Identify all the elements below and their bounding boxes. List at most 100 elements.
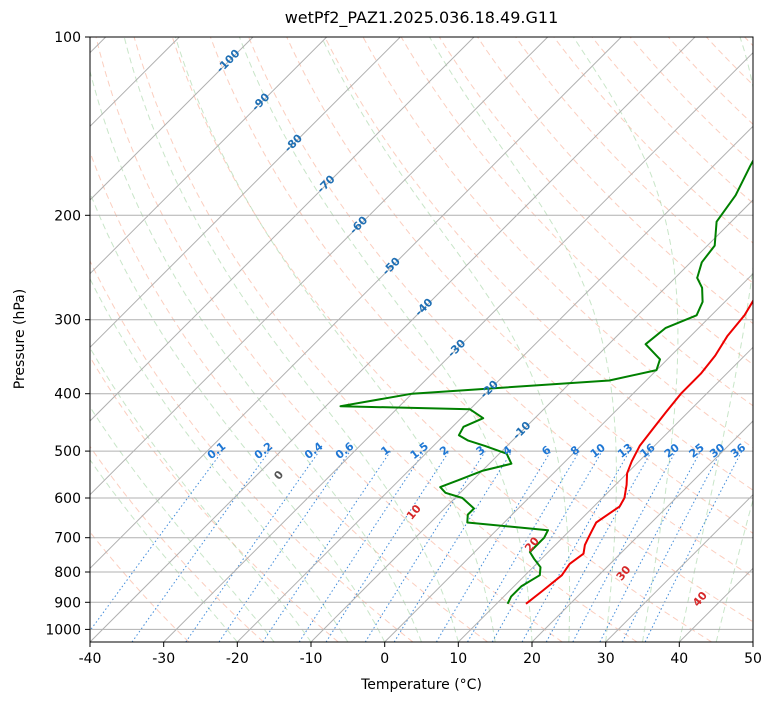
isotherm-gridline: [678, 567, 753, 642]
x-tick-label: 50: [744, 651, 762, 667]
isotherm-gridline: [236, 125, 753, 642]
y-tick-label: 300: [54, 313, 81, 329]
dry-adiabat-label: -90: [249, 90, 272, 113]
chart-title: wetPf2_PAZ1.2025.036.18.49.G11: [284, 8, 559, 27]
mixing-ratio-line: [325, 450, 450, 642]
dry-adiabat-line: [286, 37, 753, 534]
mixing-ratio-label: 25: [687, 441, 707, 461]
moist-adiabat-line: [90, 69, 422, 642]
y-tick-label: 100: [54, 30, 81, 46]
dry-adiabat-line: [95, 37, 563, 642]
mixing-ratio-label: 0.2: [252, 440, 275, 462]
x-tick-label: 30: [597, 651, 615, 667]
mixing-ratio-line: [599, 450, 701, 642]
dry-adiabat-line: [133, 37, 638, 642]
isotherm-gridline: [310, 199, 753, 642]
dry-adiabat-line: [90, 356, 339, 642]
mixing-ratio-label: 13: [615, 441, 635, 461]
mixing-ratio-line: [185, 450, 320, 642]
mixing-ratio-line: [364, 450, 486, 642]
dry-adiabat-line: [171, 37, 712, 642]
y-tick-label: 900: [54, 595, 81, 611]
x-tick-label: -10: [300, 651, 323, 667]
dry-adiabat-line: [209, 37, 753, 623]
moist-adiabat-line: [715, 497, 753, 642]
dry-adiabat-line: [90, 445, 264, 642]
moist-adiabat-line: [752, 640, 753, 642]
isotherm-gridline: [90, 37, 475, 422]
isotherm-gridline: [90, 37, 622, 570]
dry-adiabat-line: [477, 37, 753, 325]
dry-adiabat-label: -60: [347, 213, 370, 236]
dewpoint-profile-line: [339, 158, 753, 605]
isotherm-gridline: [457, 346, 753, 642]
mixing-ratio-label: 0.6: [333, 439, 357, 461]
mixing-ratio-label: 0.4: [302, 439, 326, 461]
dry-adiabat-line: [90, 150, 488, 642]
mixing-ratio-line: [262, 450, 392, 642]
isotherm-gridline: [605, 493, 753, 642]
isotherm-gridline: [90, 37, 549, 496]
mixing-ratio-line: [572, 450, 677, 642]
y-tick-label: 700: [54, 531, 81, 547]
moist-adiabat-line: [238, 37, 533, 642]
moist-adiabat-line: [90, 277, 349, 642]
moist-adiabat-line: [90, 346, 312, 642]
mixing-ratio-line: [545, 450, 653, 642]
isotherm-gridline: [90, 37, 401, 349]
isotherm-gridline: [90, 37, 696, 642]
x-tick-label: 40: [670, 651, 688, 667]
mixing-ratio-line: [393, 450, 513, 642]
y-tick-label: 500: [54, 444, 81, 460]
mixing-ratio-label: 10: [588, 441, 608, 461]
mixing-ratio-line: [90, 450, 223, 632]
x-tick-label: -40: [79, 651, 102, 667]
mixing-ratio-label: 1.5: [408, 440, 431, 462]
x-tick-label: 10: [449, 651, 467, 667]
mixing-ratio-line: [644, 450, 743, 642]
y-tick-label: 200: [54, 208, 81, 224]
mixing-ratio-label: 20: [662, 441, 682, 461]
moist-adiabat-line: [90, 458, 238, 642]
moist-adiabat-line: [174, 37, 496, 642]
mixing-ratio-line: [218, 450, 351, 642]
mixing-ratio-label: 30: [707, 441, 727, 461]
dry-adiabat-line: [667, 37, 753, 125]
dry-adiabat-line: [248, 37, 753, 578]
x-tick-label: 0: [380, 651, 389, 667]
x-axis-label: Temperature (°C): [361, 677, 482, 693]
y-tick-label: 600: [54, 491, 81, 507]
dry-adiabat-line: [591, 37, 753, 204]
moist-adiabat-line: [123, 37, 459, 642]
moist-adiabat-line: [321, 37, 571, 642]
isotherm-gridline: [90, 37, 254, 201]
isotherm-gridline: [0, 37, 32, 642]
dry-adiabat-line: [553, 37, 753, 244]
mixing-ratio-line: [131, 450, 270, 642]
moist-adiabat-line: [572, 37, 679, 642]
x-tick-label: -30: [152, 651, 175, 667]
dry-adiabat-line: [706, 37, 753, 86]
moist-adiabat-label: 30: [614, 563, 634, 583]
moist-adiabat-line: [90, 191, 386, 642]
isotherm-gridline: [531, 420, 753, 642]
plot-frame: [89, 36, 754, 643]
moist-adiabat-line: [429, 37, 617, 642]
isotherm-gridline: [384, 272, 753, 642]
mixing-ratio-line: [298, 450, 425, 642]
x-tick-label: -20: [226, 651, 249, 667]
y-tick-label: 1000: [45, 622, 81, 638]
y-tick-label: 800: [54, 565, 81, 581]
isotherm-gridline: [163, 51, 753, 642]
dry-adiabat-line: [90, 259, 414, 642]
dry-adiabat-line: [744, 37, 753, 47]
y-tick-label: 400: [54, 387, 81, 403]
dry-adiabat-line: [90, 531, 190, 642]
mixing-ratio-line: [521, 450, 630, 642]
moist-adiabat-line: [90, 405, 275, 642]
temperature-profile-line: [525, 299, 753, 605]
dry-adiabat-line: [515, 37, 753, 284]
mixing-ratio-label: 0.1: [205, 440, 228, 462]
mixing-ratio-label: 36: [728, 441, 748, 461]
